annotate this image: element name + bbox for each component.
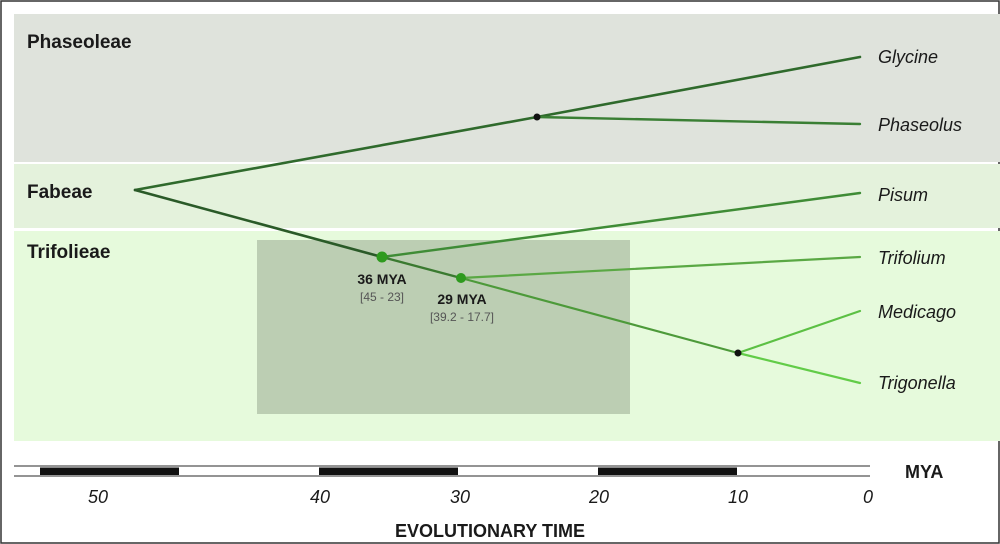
tick-label-10: 10 <box>728 487 748 507</box>
branch-root-to-phaseoleae <box>133 115 539 192</box>
node-36mya <box>376 251 388 263</box>
taxon-glycine: Glycine <box>878 47 938 67</box>
node-range-36mya: [45 - 23] <box>360 290 404 304</box>
node-label-36mya: 36 MYA <box>357 271 406 287</box>
axis-segment-1 <box>40 467 179 475</box>
axis-segment-2 <box>319 467 458 475</box>
taxon-pisum: Pisum <box>878 185 928 205</box>
branch-root-to-36mya <box>133 188 384 259</box>
band-label-phaseoleae: Phaseoleae <box>27 32 132 53</box>
node-label-29mya: 29 MYA <box>437 291 486 307</box>
band-label-trifolieae: Trifolieae <box>27 242 110 263</box>
taxon-trigonella: Trigonella <box>878 373 956 393</box>
taxon-medicago: Medicago <box>878 302 956 322</box>
branch-36mya-to-29mya <box>380 255 463 280</box>
tick-label-20: 20 <box>588 487 609 507</box>
band-trifolieae <box>14 231 1000 441</box>
branch-to-trigonella <box>736 351 862 385</box>
tree-branches <box>133 55 862 385</box>
time-axis: 50 40 30 20 10 0 MYA EVOLUTIONARY TIME <box>14 462 943 541</box>
axis-unit-label: MYA <box>905 462 943 482</box>
node-range-29mya: [39.2 - 17.7] <box>430 310 494 324</box>
branch-to-medicago <box>736 309 862 355</box>
band-label-fabeae: Fabeae <box>27 182 92 203</box>
branch-to-pisum <box>380 191 862 259</box>
branch-29mya-to-medicago-node <box>459 276 740 355</box>
taxon-trifolium: Trifolium <box>878 248 946 268</box>
node-phaseoleae <box>533 113 541 121</box>
node-29mya <box>456 273 466 283</box>
node-medicago-trigonella <box>734 349 742 357</box>
taxon-phaseolus: Phaseolus <box>878 115 962 135</box>
tick-label-0: 0 <box>863 487 873 507</box>
tick-label-50: 50 <box>88 487 108 507</box>
band-phaseoleae <box>14 14 1000 162</box>
tick-label-30: 30 <box>450 487 470 507</box>
axis-segment-3 <box>598 467 737 475</box>
tick-label-40: 40 <box>310 487 330 507</box>
branch-to-phaseolus <box>535 115 862 126</box>
divergence-confidence-box <box>257 240 630 414</box>
axis-title: EVOLUTIONARY TIME <box>395 521 585 541</box>
branch-to-trifolium <box>459 255 862 280</box>
branch-to-glycine <box>535 55 862 119</box>
